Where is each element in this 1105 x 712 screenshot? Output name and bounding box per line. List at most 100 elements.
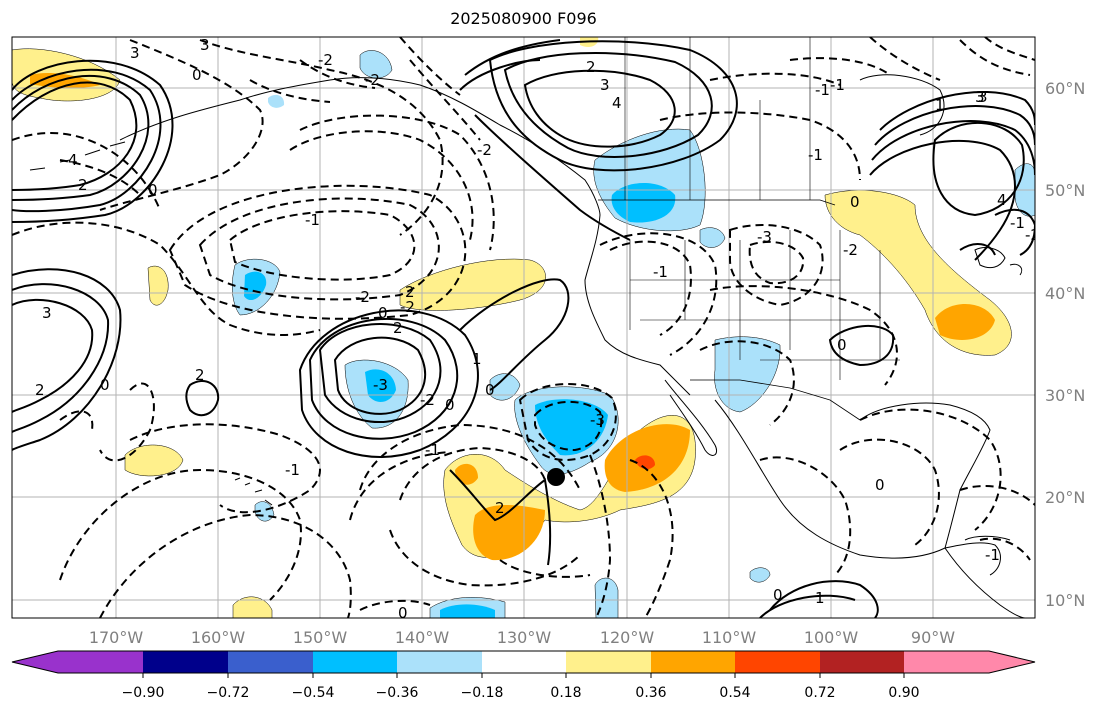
contour-label: -1 bbox=[305, 211, 320, 229]
latitude-labels: 60°N 50°N 40°N 30°N 20°N 10°N bbox=[1045, 79, 1085, 610]
colorbar-segment bbox=[820, 651, 904, 673]
hawaii-islands bbox=[234, 477, 273, 506]
canada-provinces bbox=[624, 37, 811, 200]
anomaly-fills bbox=[12, 37, 1035, 618]
hudson-bay bbox=[859, 74, 945, 136]
location-marker bbox=[547, 468, 565, 486]
colorbar-segment bbox=[228, 651, 313, 673]
contour-label: -3 bbox=[590, 411, 605, 429]
lon-label: 150°W bbox=[293, 628, 348, 647]
colorbar-segment bbox=[651, 651, 735, 673]
contour-label: 2 bbox=[35, 381, 45, 399]
us-mexico-border bbox=[690, 379, 861, 421]
colorbar-segment bbox=[904, 651, 989, 673]
gulf-coast bbox=[859, 402, 991, 549]
contour-label: 2 bbox=[586, 58, 596, 76]
contour-label: 3 bbox=[42, 304, 52, 322]
negative-anomaly bbox=[611, 182, 676, 223]
positive-anomaly bbox=[455, 463, 478, 485]
positive-anomaly bbox=[124, 444, 184, 477]
contour-label: 0 bbox=[445, 396, 455, 414]
contour-label: 2 bbox=[195, 366, 205, 384]
negative-anomaly bbox=[714, 336, 781, 413]
contour-label: -2 bbox=[477, 141, 492, 159]
colorbar-segment bbox=[143, 651, 228, 673]
contour-label: 4 bbox=[997, 191, 1007, 209]
colorbar-segment bbox=[58, 651, 143, 673]
contour-label: 4 bbox=[68, 151, 78, 169]
lon-label: 140°W bbox=[395, 628, 450, 647]
lat-label: 20°N bbox=[1045, 488, 1085, 507]
us-canada-border bbox=[598, 199, 836, 206]
contour-label: -1 bbox=[808, 146, 823, 164]
contour-label: 0 bbox=[837, 336, 847, 354]
lon-label: 90°W bbox=[911, 628, 955, 647]
lon-label: 160°W bbox=[191, 628, 246, 647]
colorbar-outline bbox=[11, 650, 1036, 674]
map-area: 3 0 3 -2 4 2 2 4 -2 -2 3 3 -1 0 2 0 -1 -… bbox=[12, 36, 1035, 622]
contour-label: 0 bbox=[192, 66, 202, 84]
contour-label: 1 bbox=[935, 96, 945, 114]
contour-label: -2 bbox=[355, 288, 370, 306]
contour-label: -1 bbox=[653, 263, 668, 281]
colorbar-tick-label: 0.54 bbox=[719, 685, 750, 701]
negative-anomaly bbox=[489, 373, 521, 401]
lat-label: 60°N bbox=[1045, 79, 1085, 98]
contour-label: 0 bbox=[378, 304, 388, 322]
contour-label: 3 bbox=[200, 36, 210, 54]
lon-label: 170°W bbox=[89, 628, 144, 647]
pacific-coast-us bbox=[584, 214, 691, 396]
contour-label: 2 bbox=[405, 283, 415, 301]
contour-label: 3 bbox=[130, 44, 140, 62]
contour-label: 0 bbox=[100, 376, 110, 394]
contour-label: -3 bbox=[373, 376, 388, 394]
colorbar-tick-label: −0.18 bbox=[461, 685, 504, 701]
contour-label: -3 bbox=[757, 228, 772, 246]
colorbar-segment bbox=[482, 651, 566, 673]
lat-label: 40°N bbox=[1045, 284, 1085, 303]
contour-label: 0 bbox=[875, 476, 885, 494]
contour-label: 3 bbox=[600, 76, 610, 94]
negative-anomaly bbox=[440, 604, 495, 618]
contour-label: 2 bbox=[393, 319, 403, 337]
mexico-coast bbox=[714, 399, 946, 559]
contour-label: -2 bbox=[318, 51, 333, 69]
colorbar-tick-label: 0.36 bbox=[635, 685, 666, 701]
longitude-labels: 170°W 160°W 150°W 140°W 130°W 120°W 110°… bbox=[89, 628, 955, 647]
dashed-contours bbox=[12, 37, 1035, 618]
negative-anomaly bbox=[365, 369, 396, 402]
colorbar-segment bbox=[313, 651, 397, 673]
lat-label: 30°N bbox=[1045, 386, 1085, 405]
map-title: 2025080900 F096 bbox=[450, 9, 597, 28]
contour-label: -2 bbox=[843, 241, 858, 259]
positive-anomaly bbox=[635, 455, 655, 470]
contour-label: 0 bbox=[148, 181, 158, 199]
baja-california bbox=[664, 379, 718, 456]
contour-label: 0 bbox=[398, 604, 408, 622]
contour-label: 3 bbox=[975, 88, 985, 106]
negative-anomaly bbox=[535, 399, 608, 456]
central-america bbox=[944, 547, 1026, 618]
contour-label: 0 bbox=[485, 381, 495, 399]
colorbar-tick-label: −0.72 bbox=[207, 685, 250, 701]
negative-anomaly bbox=[268, 94, 285, 108]
colorbar-tick-label: −0.36 bbox=[376, 685, 419, 701]
contour-label: -1 bbox=[425, 441, 440, 459]
lon-label: 130°W bbox=[497, 628, 552, 647]
solid-contours bbox=[12, 39, 1035, 618]
lon-label: 110°W bbox=[702, 628, 757, 647]
colorbar-extend-low bbox=[12, 651, 58, 673]
contour-label: 2 bbox=[78, 176, 88, 194]
positive-anomaly bbox=[935, 303, 995, 340]
contour-label: 1 bbox=[815, 589, 825, 607]
colorbar-tick-label: −0.54 bbox=[292, 685, 335, 701]
colorbar-segment bbox=[566, 651, 651, 673]
colorbar-extend-high bbox=[989, 651, 1035, 673]
colorbar-segment bbox=[735, 651, 820, 673]
lat-label: 50°N bbox=[1045, 181, 1085, 200]
contour-label: -1 bbox=[830, 76, 845, 94]
contour-label: 4 bbox=[612, 94, 622, 112]
negative-anomaly bbox=[359, 50, 393, 79]
positive-anomaly bbox=[473, 505, 545, 561]
colorbar-tick-label: −0.90 bbox=[122, 685, 165, 701]
